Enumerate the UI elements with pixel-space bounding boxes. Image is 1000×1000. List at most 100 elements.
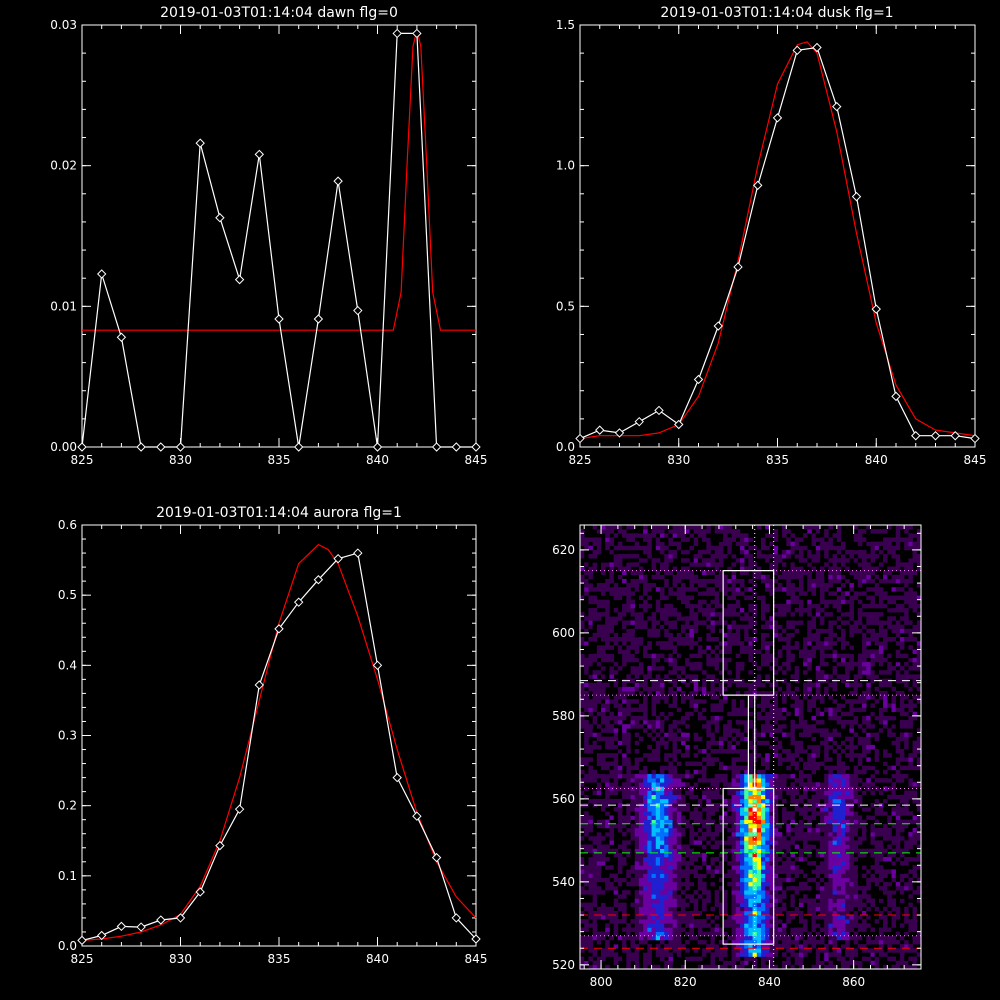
aurora-title: 2019-01-03T01:14:04 aurora flg=1: [156, 505, 402, 521]
aurora-ytick-label: 0.5: [58, 588, 77, 602]
image-pixel: [773, 856, 779, 862]
image-pixel: [693, 782, 699, 787]
image-pixel: [664, 927, 669, 932]
image-pixel: [794, 856, 800, 862]
image-pixel: [706, 832, 711, 837]
image-pixel: [815, 765, 821, 771]
image-pixel: [832, 599, 838, 605]
image-pixel: [685, 711, 690, 717]
image-pixel: [765, 657, 770, 663]
image-pixel: [710, 761, 716, 766]
image-pixel: [815, 711, 821, 717]
image-pixel: [596, 690, 602, 696]
image-pixel: [794, 881, 800, 887]
image-pixel: [773, 562, 779, 567]
image-pixel: [731, 927, 737, 932]
image-pixel: [718, 537, 724, 542]
image-pixel: [672, 935, 678, 941]
image-pixel: [756, 554, 762, 559]
image-pixel: [622, 649, 627, 654]
image-pixel: [761, 939, 766, 945]
image-pixel: [668, 782, 673, 787]
image-pixel: [638, 794, 644, 800]
image-pixel: [580, 757, 585, 762]
image-pixel: [731, 898, 737, 903]
image-pixel: [681, 906, 686, 912]
image-pixel: [672, 566, 678, 571]
image-pixel: [617, 720, 623, 725]
image-pixel: [622, 894, 627, 899]
image-pixel: [622, 873, 627, 879]
image-pixel: [765, 554, 770, 559]
image-pixel: [782, 823, 787, 829]
image-pixel: [672, 815, 678, 820]
image-pixel: [828, 803, 833, 808]
image-pixel: [609, 699, 614, 704]
image-pixel: [811, 803, 817, 808]
image-pixel: [659, 707, 665, 713]
image-pixel: [710, 578, 716, 584]
image-pixel: [702, 778, 707, 783]
image-pixel: [798, 724, 804, 729]
image-pixel: [731, 798, 737, 804]
image-pixel: [761, 790, 766, 796]
image-pixel: [613, 562, 619, 567]
image-pixel: [605, 865, 610, 870]
image-pixel: [752, 836, 758, 841]
image-pixel: [811, 624, 817, 630]
image-pixel: [609, 819, 614, 825]
image-pixel: [609, 894, 614, 899]
image-pixel: [718, 761, 724, 766]
image-pixel: [592, 607, 598, 613]
image-pixel: [647, 753, 652, 758]
image-pixel: [819, 848, 825, 854]
image-pixel: [601, 661, 606, 667]
image-pixel: [626, 649, 631, 654]
image-pixel: [832, 827, 838, 833]
image-pixel: [626, 628, 631, 634]
image-pixel: [752, 637, 758, 642]
image-pixel: [668, 533, 673, 538]
image-pixel: [756, 549, 762, 555]
image-pixel: [718, 628, 724, 634]
image-pixel: [664, 545, 669, 551]
image-pixel: [731, 591, 737, 596]
image-pixel: [718, 637, 724, 642]
image-pixel: [803, 570, 808, 576]
image-pixel: [580, 886, 585, 891]
image-pixel: [659, 873, 665, 879]
image-pixel: [798, 827, 804, 833]
image-pixel: [744, 715, 749, 721]
image-pixel: [697, 554, 703, 559]
image-pixel: [668, 591, 673, 596]
image-pixel: [706, 686, 711, 692]
image-pixel: [824, 873, 829, 879]
image-pixel: [731, 923, 737, 928]
aurora-data-point: [77, 935, 87, 946]
image-pixel: [735, 566, 741, 571]
image-pixel: [744, 645, 749, 650]
image-pixel: [676, 823, 682, 829]
image-pixel: [651, 861, 657, 866]
image-pixel: [752, 956, 758, 961]
image-pixel: [718, 902, 724, 908]
image-pixel: [676, 574, 682, 580]
image-pixel: [634, 554, 640, 559]
image-pixel: [777, 525, 783, 530]
image-pixel: [761, 807, 766, 812]
image-pixel: [592, 877, 598, 883]
image-pixel: [761, 844, 766, 849]
image-pixel: [643, 587, 648, 592]
image-pixel: [803, 728, 808, 733]
image-pixel: [647, 782, 652, 787]
image-pixel: [655, 819, 661, 825]
image-pixel: [685, 724, 690, 729]
image-pixel: [782, 695, 787, 700]
image-pixel: [714, 724, 720, 729]
image-pixel: [798, 939, 804, 945]
image-pixel: [807, 624, 812, 630]
image-pixel: [786, 832, 791, 837]
image-pixel: [584, 869, 589, 874]
image-pixel: [828, 861, 833, 866]
image-pixel: [723, 840, 728, 845]
